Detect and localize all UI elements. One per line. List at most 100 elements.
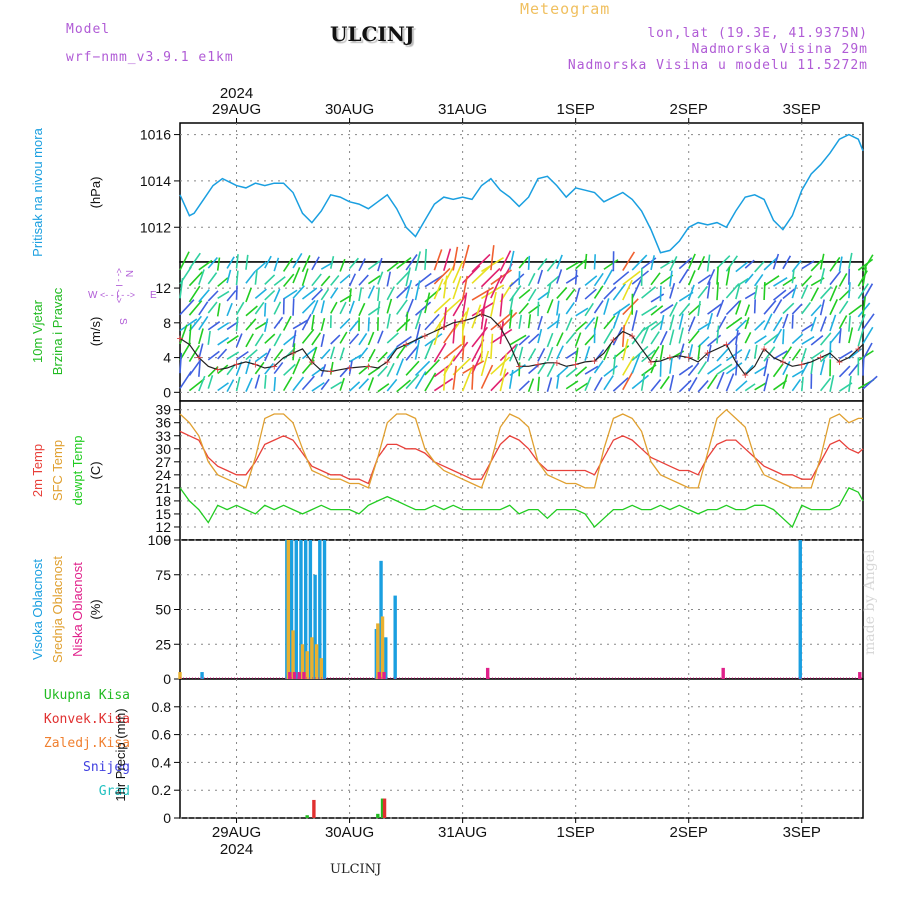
y-tick-label: 0: [163, 810, 171, 826]
wind-arrow: [556, 254, 563, 270]
wind-arrow: [819, 299, 825, 316]
panel-label-2: Srednja Oblacnost: [50, 556, 65, 663]
wind-arrow: [584, 333, 596, 346]
y-tick-label: 0.4: [152, 754, 172, 770]
wind-arrow: [862, 375, 878, 390]
y-tick-label: 15: [155, 506, 171, 522]
wind-arrow: [829, 256, 841, 272]
wind-arrow: [207, 321, 221, 331]
wind-arrow: [848, 362, 860, 376]
wind-arrow: [348, 273, 357, 287]
wind-arrow: [848, 327, 854, 344]
wind-arrow: [358, 258, 366, 272]
panel-label-4: (C): [88, 461, 103, 479]
wind-arrow: [546, 283, 552, 299]
precip-legend-1: Ukupna Kisa: [44, 688, 130, 703]
y-tick-label: 27: [155, 454, 171, 470]
wind-arrow: [480, 267, 501, 288]
wind-arrow: [735, 319, 748, 332]
wind-arrow: [528, 333, 540, 345]
wind-arrow: [584, 376, 592, 392]
wind-arrow: [254, 352, 268, 363]
wind-arrow: [669, 256, 678, 272]
wind-arrow: [584, 317, 596, 330]
date-label-bottom: 1SEP: [556, 824, 594, 841]
wind-arrow: [188, 300, 203, 316]
cloud-bar: [376, 623, 380, 679]
wind-arrow: [744, 317, 750, 330]
wind-arrow: [754, 261, 765, 273]
cloud-bar: [291, 630, 295, 679]
wind-arrow: [791, 333, 804, 345]
wind-arrow: [349, 381, 361, 392]
wind-arrow: [320, 378, 330, 391]
wind-arrow: [575, 382, 589, 392]
wind-arrow: [744, 349, 751, 361]
wind-arrow: [396, 335, 412, 348]
wind-arrow: [810, 349, 825, 360]
wind-arrow: [320, 300, 325, 314]
wind-arrow: [508, 295, 514, 315]
wind-arrow: [414, 371, 427, 390]
wind-arrow: [735, 261, 749, 273]
wind-arrow: [697, 380, 709, 393]
panel-label-1: 10m Vjetar: [30, 299, 45, 363]
wind-arrow: [405, 311, 409, 331]
wind-arrow: [518, 302, 529, 315]
wind-gust-mark: +: [233, 358, 240, 372]
wind-arrow: [584, 346, 591, 361]
wind-arrow: [603, 269, 613, 285]
wind-arrow: [480, 350, 490, 377]
panel-label-3: (m/s): [88, 317, 103, 347]
wind-arrow: [414, 339, 420, 360]
wind-arrow: [518, 256, 529, 269]
y-tick-label: 0.8: [152, 699, 172, 715]
cloud-series-3: [288, 667, 862, 679]
wind-gust-mark: +: [403, 338, 410, 352]
wind-arrow: [254, 361, 265, 375]
wind-arrow: [716, 299, 725, 317]
wind-arrow: [367, 348, 376, 363]
wind-arrow: [537, 315, 543, 331]
panel-label-3: Niska Oblacnost: [70, 562, 85, 657]
wind-arrow: [772, 299, 783, 314]
wind-arrow: [754, 381, 768, 391]
wind-arrow: [207, 330, 211, 345]
wind-arrow: [292, 252, 303, 269]
date-label-top: 2SEP: [670, 101, 708, 118]
panel-1: 1012 1014 1016 Pritisak na nivou mora (hPa): [30, 122, 864, 263]
wind-arrow: [188, 344, 201, 362]
wind-gust-mark: +: [176, 331, 183, 345]
wind-arrow: [480, 290, 489, 317]
wind-arrow: [424, 292, 431, 314]
wind-arrow: [490, 333, 494, 360]
wind-arrow: [819, 359, 826, 376]
wind-arrow: [862, 326, 874, 344]
wind-arrow: [471, 286, 494, 301]
wind-arrow: [838, 273, 848, 287]
wind-arrow: [565, 302, 575, 315]
wind-arrow: [273, 257, 280, 272]
cloud-bar: [300, 644, 305, 679]
wind-arrow: [480, 303, 486, 330]
wind-arrow: [716, 347, 730, 362]
precip-legend-4: Snijeg: [83, 760, 130, 775]
wind-arrow: [753, 285, 758, 300]
wind-gust-mark: +: [572, 358, 579, 372]
wind-arrow: [612, 271, 630, 286]
wind-gust-mark: +: [742, 368, 749, 382]
wind-arrow: [216, 257, 221, 271]
wind-arrow: [207, 375, 214, 389]
wind-arrow: [330, 334, 341, 345]
wind-arrow: [763, 300, 777, 315]
wind-arrow: [763, 281, 766, 301]
wind-arrow: [358, 347, 369, 360]
wind-arrow: [839, 350, 853, 360]
wind-arrow: [226, 351, 240, 360]
wind-arrow: [678, 364, 694, 376]
wind-gust-mark: +: [817, 351, 824, 365]
wind-arrow: [245, 318, 257, 331]
year-label-top: 2024: [220, 85, 253, 102]
wind-arrow: [660, 304, 674, 314]
wind-arrow: [697, 344, 701, 360]
